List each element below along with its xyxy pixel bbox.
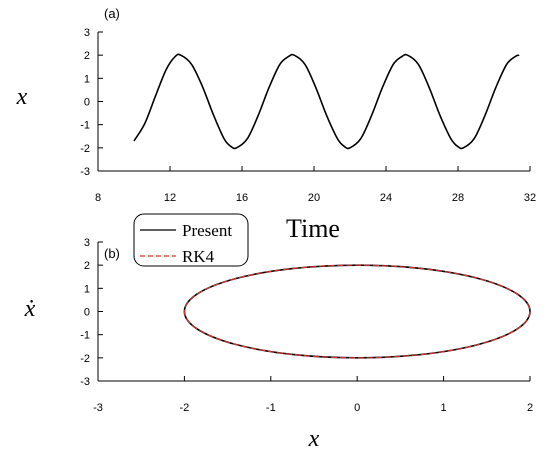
panel-b-xlabel: x [308, 426, 320, 452]
panel-a-plot-area [133, 53, 520, 150]
y-tick-label: -2 [80, 353, 90, 365]
y-tick-label: -3 [80, 376, 90, 388]
x-tick-label: 20 [308, 192, 320, 204]
y-tick-label: 1 [84, 73, 90, 85]
panel-b-plot-area [183, 264, 531, 359]
y-tick-label: -1 [80, 120, 90, 132]
legend: Present RK4 [133, 213, 249, 267]
x-tick-label: 2 [527, 402, 533, 414]
panel-b: (b) ẋ x -3 -2 -1 0 1 2 3 -3 -2 -1 0 1 2 Present RK4 [24, 213, 533, 452]
x-tick-label: 24 [380, 192, 392, 204]
y-tick-label: -2 [80, 143, 90, 155]
panel-b-ylabel: ẋ [24, 296, 36, 322]
series-present-line [133, 53, 520, 150]
y-tick-label: 2 [84, 260, 90, 272]
y-tick-label: 2 [84, 50, 90, 62]
y-tick-label: 1 [84, 283, 90, 295]
panel-b-ticks: -3 -2 -1 0 1 2 3 -3 -2 -1 0 1 2 [80, 237, 533, 414]
x-tick-label: 8 [95, 192, 101, 204]
y-tick-label: 3 [84, 237, 90, 249]
x-tick-label: 32 [524, 192, 536, 204]
legend-box [133, 213, 249, 267]
x-tick-label: 0 [354, 402, 360, 414]
legend-label-rk4: RK4 [182, 247, 215, 266]
y-tick-label: 3 [84, 27, 90, 39]
y-tick-label: -1 [80, 330, 90, 342]
panel-b-label: (b) [104, 246, 120, 261]
panel-a-label: (a) [104, 6, 120, 21]
series-rk4-line [183, 264, 531, 359]
x-tick-label: 12 [164, 192, 176, 204]
x-tick-label: -1 [266, 402, 276, 414]
y-tick-label: -3 [80, 166, 90, 178]
legend-label-present: Present [182, 221, 232, 240]
x-tick-label: -2 [180, 402, 190, 414]
panel-a-axes [97, 32, 530, 172]
panel-a-ylabel: x [16, 84, 28, 110]
x-tick-label: 1 [441, 402, 447, 414]
x-tick-label: -3 [93, 402, 103, 414]
x-tick-label: 28 [452, 192, 464, 204]
y-tick-label: 0 [84, 97, 90, 109]
series-present-line [183, 264, 531, 359]
x-tick-label: 16 [236, 192, 248, 204]
y-tick-label: 0 [84, 307, 90, 319]
panel-a-xlabel: Time [286, 214, 340, 243]
